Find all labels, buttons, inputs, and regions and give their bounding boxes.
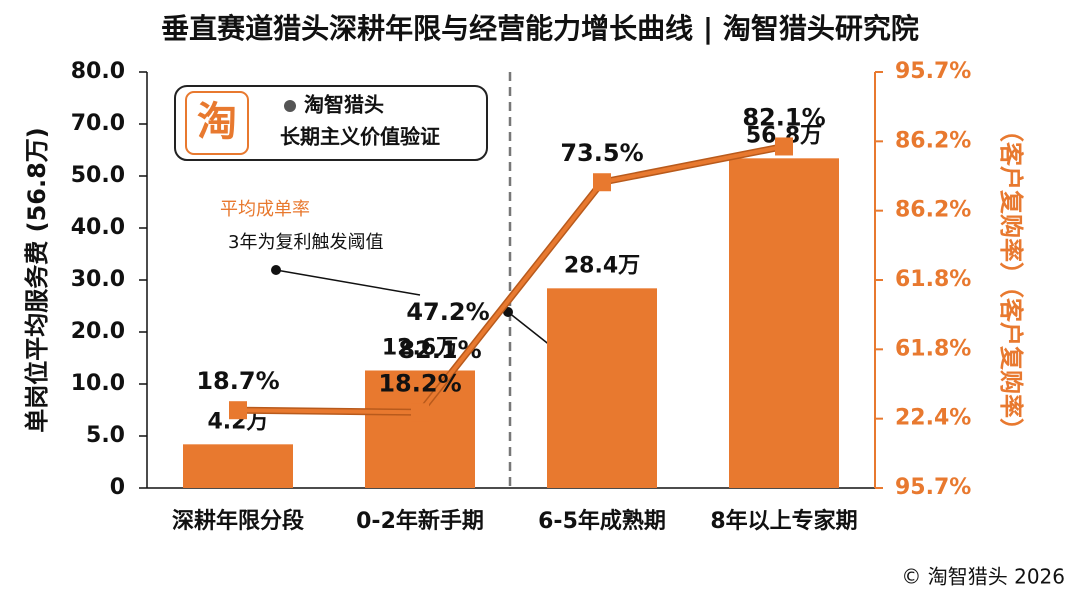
line-point <box>775 137 793 156</box>
line-point <box>411 403 429 422</box>
x-tick-label: 6-5年成熟期 <box>538 508 666 534</box>
line-value-label: 73.5% <box>560 139 643 167</box>
y2-tick-label: 95.7% <box>895 475 971 500</box>
y2-tick-label: 22.4% <box>895 406 971 431</box>
y2-tick-label: 61.8% <box>895 267 971 292</box>
y2-tick-label: 86.2% <box>895 128 971 153</box>
copyright: © 淘智猎头 2026 <box>901 565 1065 589</box>
y2-tick-label: 61.8% <box>895 336 971 361</box>
y-tick-label: 30.0 <box>71 267 125 292</box>
line-point <box>593 173 611 192</box>
logo: 淘 <box>197 99 237 145</box>
x-tick-label: 0-2年新手期 <box>356 508 484 534</box>
bar-value-label: 12.6万 <box>382 335 458 360</box>
line-value-label: 18.2% <box>378 369 461 397</box>
line-value-label: 82.1% <box>742 103 825 131</box>
y2-tick-label: 95.7% <box>895 59 971 84</box>
logo-box <box>185 91 249 155</box>
bar <box>183 444 293 488</box>
bar <box>547 288 657 488</box>
y-tick-label: 70.0 <box>71 111 125 136</box>
bar <box>729 158 839 488</box>
annotation-pointer <box>275 269 421 296</box>
annotation: 47.2% <box>406 298 489 326</box>
y2-tick-label: 86.2% <box>895 198 971 223</box>
line-point <box>229 401 247 420</box>
y-tick-label: 5.0 <box>86 423 125 448</box>
annotation: 平均成单率 <box>220 199 310 220</box>
bar <box>365 370 475 488</box>
y2-axis-label: （客户复购率）（客户复购率） <box>997 118 1025 442</box>
bar-value-label: 28.4万 <box>564 253 640 278</box>
y-tick-label: 50.0 <box>71 163 125 188</box>
legend-label: 淘智猎头 <box>304 93 384 117</box>
x-tick-label: 8年以上专家期 <box>710 508 857 534</box>
line-value-label: 18.7% <box>196 367 279 395</box>
y-axis-label: 单岗位平均服务费 (56.8万) <box>23 127 51 433</box>
chart-title: 垂直赛道猎头深耕年限与经营能力增长曲线 | 淘智猎头研究院 <box>161 12 919 45</box>
y-tick-label: 80.0 <box>71 59 125 84</box>
y-tick-label: 40.0 <box>71 215 125 240</box>
legend-subtitle: 长期主义价值验证 <box>280 125 440 149</box>
x-tick-label: 深耕年限分段 <box>172 508 304 534</box>
y-tick-label: 0 <box>110 475 125 500</box>
annotation: 3年为复利触发阈值 <box>228 232 383 253</box>
legend-box <box>174 85 488 161</box>
annotation-dot <box>271 265 281 275</box>
y-tick-label: 10.0 <box>71 371 125 396</box>
line-inner <box>237 144 785 415</box>
y-tick-label: 20.0 <box>71 319 125 344</box>
legend-marker <box>284 100 296 112</box>
